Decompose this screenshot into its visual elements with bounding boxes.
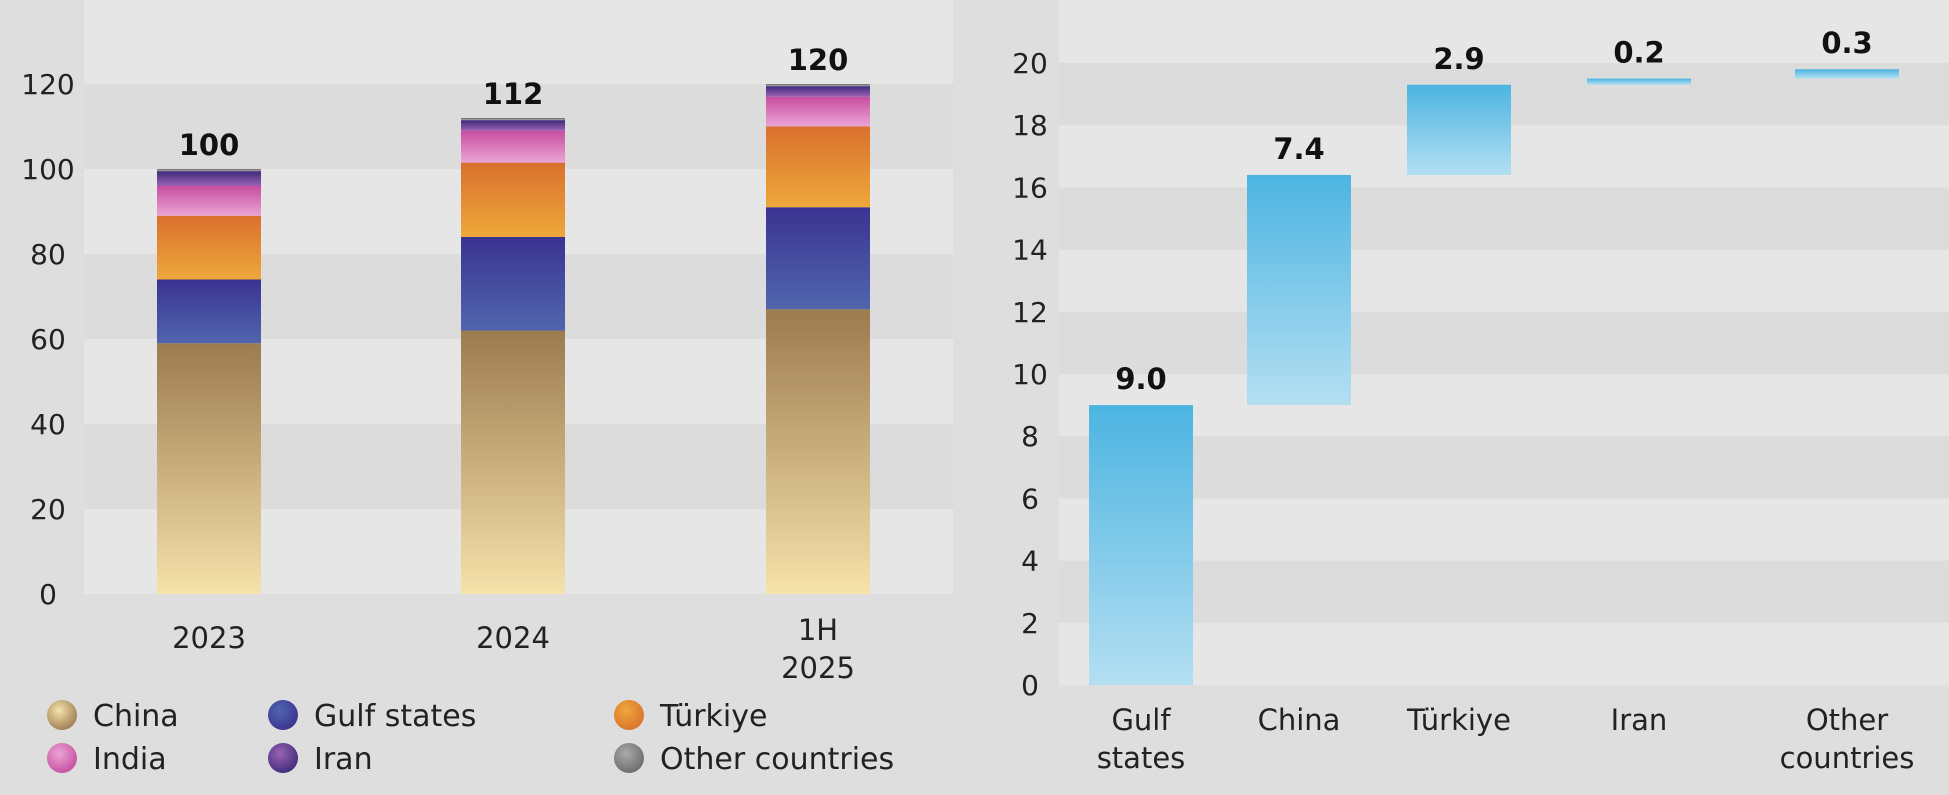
total-label: 112	[483, 77, 544, 111]
x-category-label: Other countries	[1780, 703, 1915, 775]
bar-iran-1h-2025	[766, 86, 870, 97]
y-tick-label: 16	[1012, 171, 1048, 204]
y-tick-label: 0	[1021, 669, 1039, 702]
bar-china-1h-2025	[766, 309, 870, 594]
data-label: 7.4	[1273, 132, 1324, 166]
y-tick-label: 2	[1021, 607, 1039, 640]
y-tick-label: 14	[1012, 234, 1048, 267]
bar-gulf-states-2023	[157, 279, 261, 344]
legend-label-gulf-states: Gulf states	[314, 699, 476, 734]
y-tick-label: 18	[1012, 109, 1048, 142]
x-category-label: China	[1258, 703, 1341, 737]
y-tick-label: 20	[30, 493, 66, 526]
y-tick-label: 4	[1021, 545, 1039, 578]
legend-label-t-rkiye: Türkiye	[659, 699, 767, 734]
y-tick-label: 20	[1012, 47, 1048, 80]
bar-t-rkiye-2024	[461, 162, 565, 237]
bar-other-countries-1h-2025	[766, 84, 870, 87]
x-category-label: 1H 2025	[781, 613, 855, 685]
data-label: 9.0	[1115, 362, 1166, 396]
data-label: 0.3	[1821, 26, 1872, 60]
bar-other-countries-2023	[157, 169, 261, 172]
y-tick-label: 0	[39, 578, 57, 611]
bar-gulf-states-2024	[461, 237, 565, 331]
gridband	[1059, 436, 1949, 499]
bar-other-countries-2024	[461, 118, 565, 121]
x-category-label: Gulf states	[1097, 703, 1186, 775]
bar-india-2024	[461, 130, 565, 163]
bar-t-rkiye-2023	[157, 215, 261, 280]
gridband	[1059, 187, 1949, 250]
bar-other-countries	[1795, 69, 1899, 79]
bar-china-2023	[157, 343, 261, 594]
x-category-label: 2024	[476, 621, 550, 655]
legend-label-india: India	[93, 742, 167, 777]
legend-swatch-india	[47, 743, 77, 773]
bar-t-rkiye	[1407, 84, 1511, 175]
bar-iran-2023	[157, 171, 261, 186]
bar-iran	[1587, 78, 1691, 85]
total-label: 120	[788, 43, 849, 77]
x-category-label: Iran	[1611, 703, 1668, 737]
legend-swatch-iran	[268, 743, 298, 773]
x-category-label: 2023	[172, 621, 246, 655]
bar-china-2024	[461, 330, 565, 594]
legend-swatch-china	[47, 700, 77, 730]
legend-label-iran: Iran	[314, 742, 373, 777]
legend-swatch-gulf-states	[268, 700, 298, 730]
bar-china	[1247, 174, 1351, 406]
y-tick-label: 100	[21, 153, 74, 186]
legend-swatch-other-countries	[614, 743, 644, 773]
legend-label-china: China	[93, 699, 179, 734]
bar-india-2023	[157, 186, 261, 216]
y-tick-label: 80	[30, 238, 66, 271]
y-tick-label: 8	[1021, 420, 1039, 453]
y-tick-label: 60	[30, 323, 66, 356]
x-category-label: Türkiye	[1406, 703, 1511, 737]
gridband	[1059, 560, 1949, 623]
y-tick-label: 40	[30, 408, 66, 441]
bar-gulf-states-1h-2025	[766, 207, 870, 310]
bar-t-rkiye-1h-2025	[766, 126, 870, 208]
legend-label-other-countries: Other countries	[660, 742, 894, 777]
bar-india-1h-2025	[766, 96, 870, 127]
y-tick-label: 12	[1012, 296, 1048, 329]
y-tick-label: 10	[1012, 358, 1048, 391]
legend-swatch-t-rkiye	[614, 700, 644, 730]
y-tick-label: 120	[21, 68, 74, 101]
data-label: 2.9	[1433, 42, 1484, 76]
gridband	[1059, 311, 1949, 374]
data-label: 0.2	[1613, 36, 1664, 70]
y-tick-label: 6	[1021, 482, 1039, 515]
total-label: 100	[179, 128, 240, 162]
bar-iran-2024	[461, 120, 565, 131]
bar-gulf-states	[1089, 405, 1193, 685]
